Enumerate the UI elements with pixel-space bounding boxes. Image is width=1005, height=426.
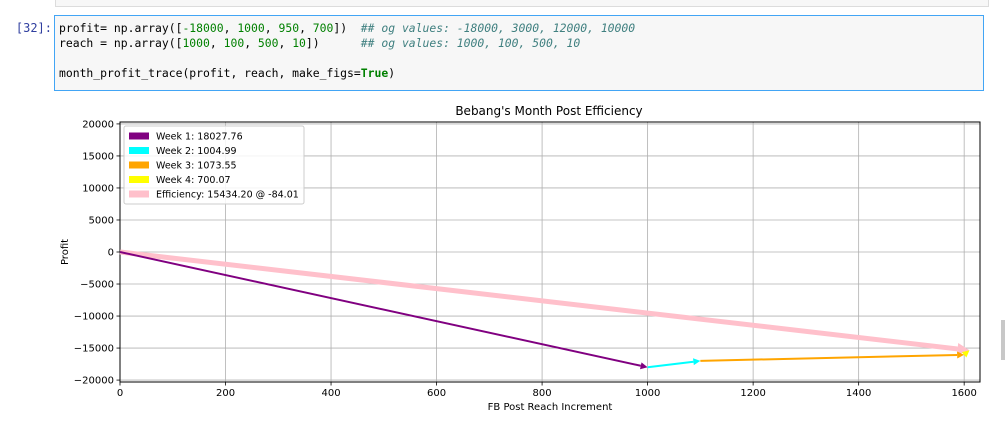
y-tick-label: −15000: [74, 344, 114, 355]
arrow-shaft: [647, 360, 694, 369]
x-tick-label: 1000: [635, 388, 660, 399]
x-tick-label: 600: [427, 388, 446, 399]
scrollbar[interactable]: [1001, 320, 1005, 360]
arrow-shaft: [700, 353, 958, 362]
x-tick-label: 1400: [846, 388, 871, 399]
legend-swatch: [129, 147, 149, 154]
legend-swatch: [129, 176, 149, 183]
legend-box: [123, 125, 305, 205]
code-editor[interactable]: profit= np.array([-18000, 1000, 950, 700…: [55, 16, 983, 86]
chart: Bebang's Month Post Efficiency 0 200 400 60…: [60, 104, 981, 413]
y-tick-label: 20000: [82, 119, 114, 130]
y-axis-label: Profit: [60, 239, 71, 265]
x-axis-label: FB Post Reach Increment: [488, 402, 613, 413]
y-tick-label: 10000: [82, 183, 114, 194]
arrow-head: [692, 358, 701, 366]
x-tick-label: 1600: [951, 388, 976, 399]
y-tick-label: 0: [108, 248, 114, 259]
y-tick-label: −20000: [74, 376, 114, 387]
code-line-4: month_profit_trace(profit, reach, make_f…: [59, 66, 396, 80]
legend-label: Week 1: 18027.76: [156, 132, 243, 143]
legend-swatch: [129, 132, 149, 140]
series-arrow-5: [119, 249, 970, 355]
series-arrow-2: [647, 358, 701, 369]
y-tick-label: −5000: [80, 280, 114, 291]
series-arrow-1: [119, 251, 648, 370]
code-cell[interactable]: profit= np.array([-18000, 1000, 950, 700…: [54, 15, 984, 91]
legend: Week 1: 18027.76 Week 2: 1004.99 Week 3: 1…: [123, 125, 305, 205]
arrow-head: [956, 342, 970, 355]
legend-label: Week 4: 700.07: [156, 175, 231, 186]
cell-prompt: [32]:: [15, 21, 52, 35]
arrow-head: [640, 362, 648, 370]
x-tick-label: 1200: [740, 388, 765, 399]
arrow-head: [957, 351, 965, 359]
code-line-2: reach = np.array([1000, 100, 500, 10]) #…: [59, 36, 581, 50]
x-tick-label: 400: [321, 388, 340, 399]
legend-label: Week 3: 1073.55: [156, 161, 237, 172]
x-tick-label: 200: [216, 388, 235, 399]
y-tick-label: 5000: [89, 215, 114, 226]
y-tick-label: −10000: [74, 312, 114, 323]
legend-swatch: [129, 161, 149, 169]
y-tick-label: 15000: [82, 151, 114, 162]
legend-label: Efficiency: 15434.20 @ -84.01: [156, 190, 299, 201]
legend-swatch: [129, 190, 149, 198]
legend-label: Week 2: 1004.99: [156, 146, 237, 157]
arrow-head: [961, 350, 970, 358]
series-arrow-4: [961, 350, 970, 358]
arrow-shaft: [119, 249, 958, 352]
arrow-shaft: [119, 251, 641, 367]
chart-title: Bebang's Month Post Efficiency: [455, 104, 642, 118]
series-arrow-3: [700, 351, 965, 362]
x-tick-label: 0: [117, 388, 123, 399]
previous-cell-bottom: [55, 0, 989, 7]
output-area: Bebang's Month Post Efficiency 0 200 400 60…: [54, 100, 984, 422]
code-line-1: profit= np.array([-18000, 1000, 950, 700…: [59, 21, 636, 35]
x-tick-label: 800: [533, 388, 552, 399]
